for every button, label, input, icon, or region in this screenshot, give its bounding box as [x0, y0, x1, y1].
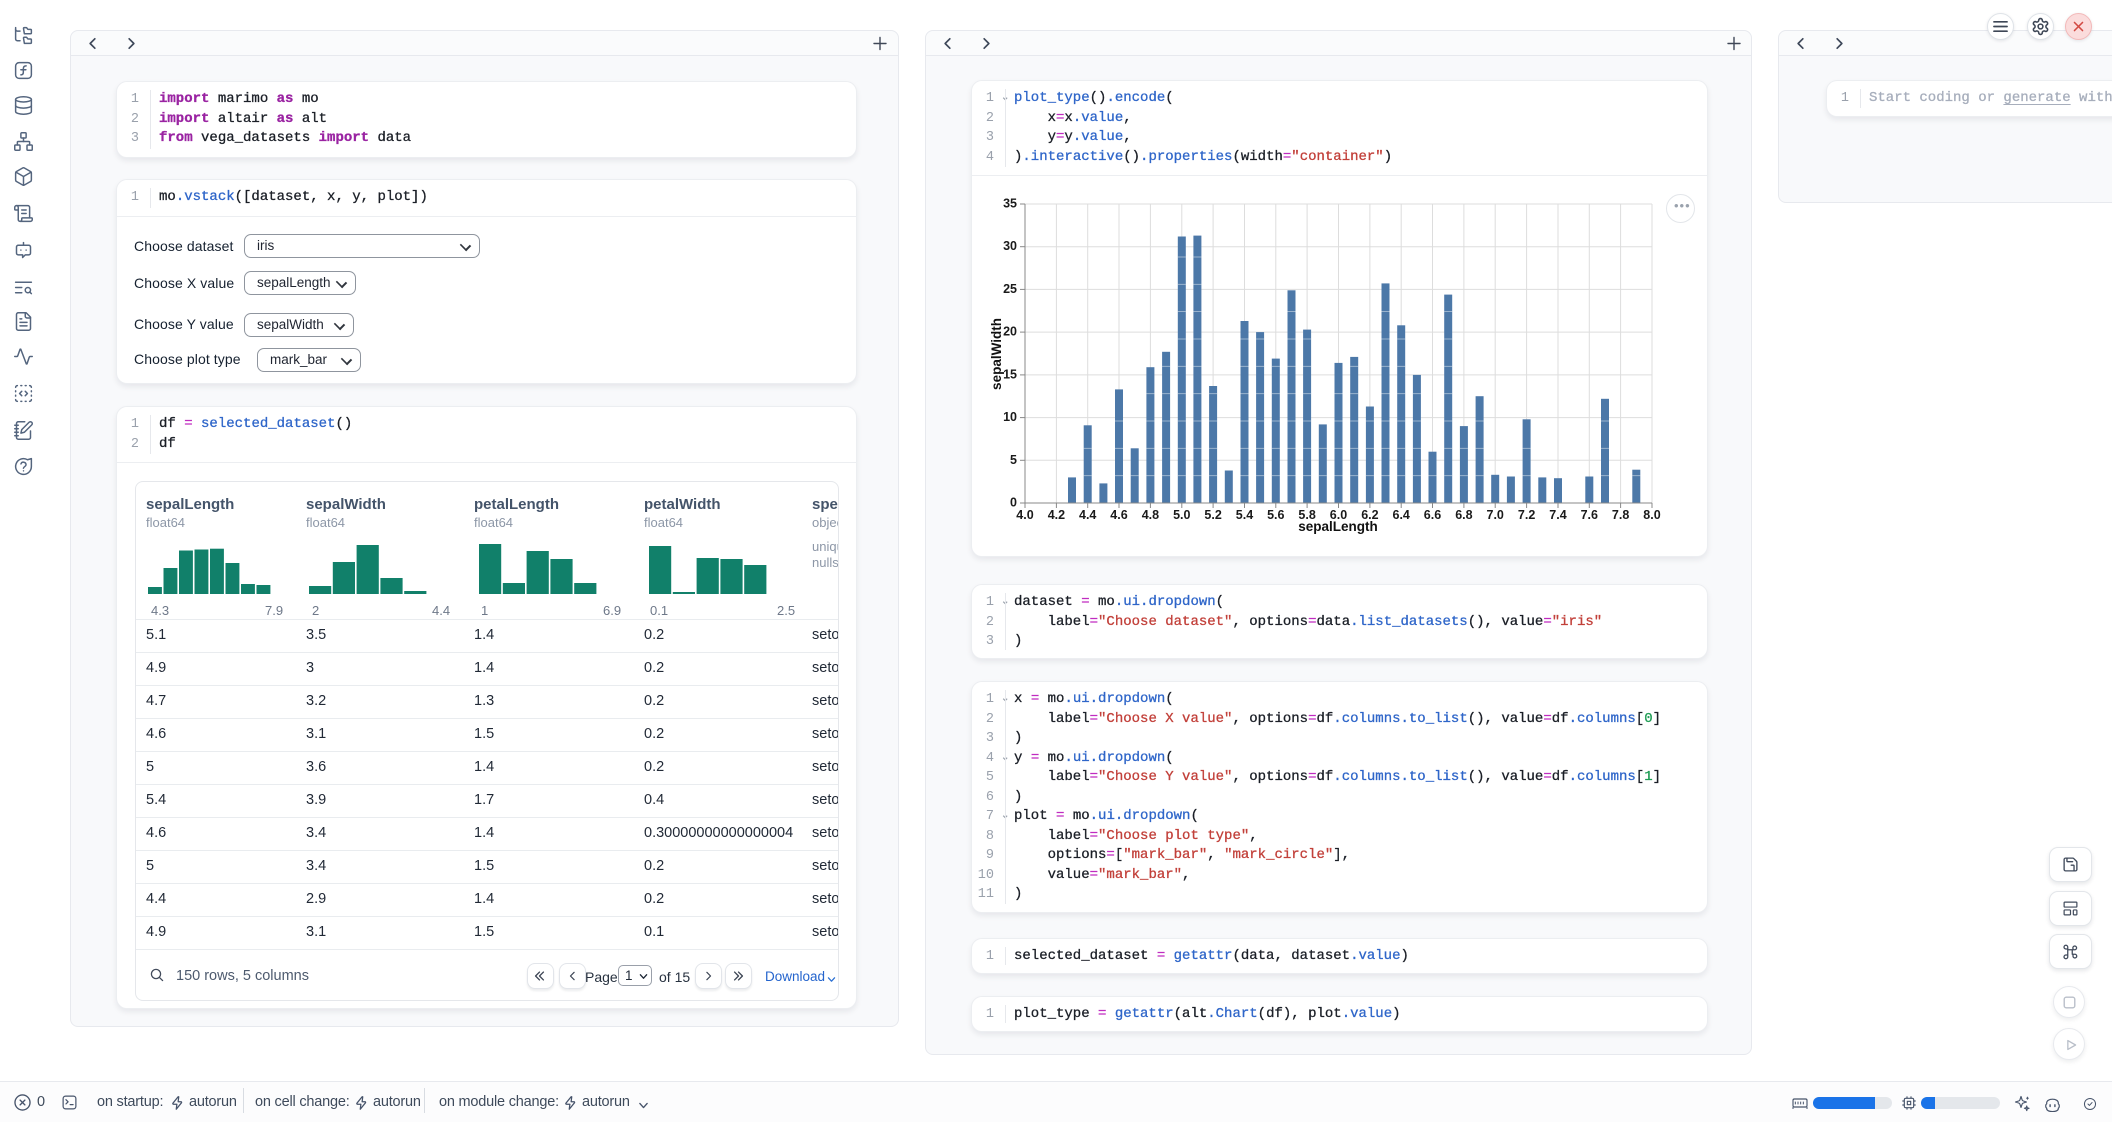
svg-text:15: 15 [1003, 367, 1017, 381]
svg-text:35: 35 [1003, 197, 1017, 211]
svg-text:5.6: 5.6 [1267, 508, 1284, 522]
svg-text:sepalLength: sepalLength [1298, 519, 1378, 534]
svg-text:5.0: 5.0 [1173, 508, 1190, 522]
svg-text:sepalWidth: sepalWidth [989, 318, 1004, 390]
svg-text:4.6: 4.6 [1110, 508, 1127, 522]
svg-text:4.2: 4.2 [1048, 508, 1065, 522]
svg-text:6.2: 6.2 [1361, 508, 1378, 522]
svg-text:6.0: 6.0 [1330, 508, 1347, 522]
svg-text:6.8: 6.8 [1455, 508, 1472, 522]
svg-text:0: 0 [1010, 496, 1017, 510]
svg-text:7.0: 7.0 [1487, 508, 1504, 522]
svg-text:7.8: 7.8 [1612, 508, 1629, 522]
svg-text:5: 5 [1010, 453, 1017, 467]
svg-text:7.6: 7.6 [1581, 508, 1598, 522]
svg-text:25: 25 [1003, 282, 1017, 296]
svg-text:6.4: 6.4 [1393, 508, 1410, 522]
svg-text:30: 30 [1003, 239, 1017, 253]
svg-text:10: 10 [1003, 410, 1017, 424]
svg-text:4.0: 4.0 [1016, 508, 1033, 522]
svg-text:7.4: 7.4 [1549, 508, 1566, 522]
svg-text:4.8: 4.8 [1142, 508, 1159, 522]
svg-text:8.0: 8.0 [1643, 508, 1660, 522]
svg-text:6.6: 6.6 [1424, 508, 1441, 522]
svg-text:20: 20 [1003, 325, 1017, 339]
svg-text:7.2: 7.2 [1518, 508, 1535, 522]
svg-text:5.8: 5.8 [1298, 508, 1315, 522]
svg-text:4.4: 4.4 [1079, 508, 1096, 522]
svg-text:5.4: 5.4 [1236, 508, 1253, 522]
svg-text:5.2: 5.2 [1204, 508, 1221, 522]
